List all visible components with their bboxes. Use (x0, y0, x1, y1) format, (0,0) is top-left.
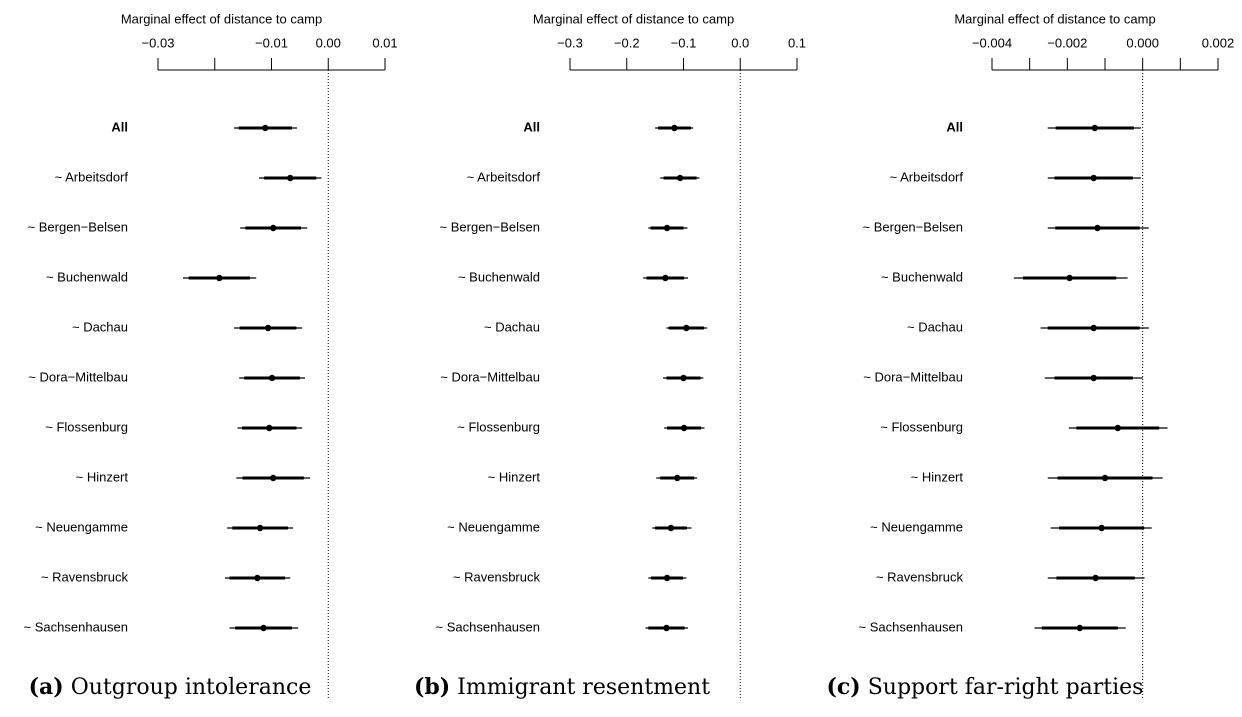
tick-label: 0.1 (788, 35, 806, 50)
tick-label: 0.0 (731, 35, 749, 50)
point-estimate (671, 124, 678, 132)
category-label: ~ Flossenburg (457, 419, 540, 434)
point-estimate (680, 424, 688, 432)
category-label: ~ Buchenwald (458, 269, 540, 284)
category-label: ~ Bergen−Belsen (440, 219, 540, 234)
category-label: ~ Dachau (907, 319, 963, 334)
tick-label: 0.00 (316, 35, 341, 50)
category-label: ~ Arbeitsdorf (467, 169, 541, 184)
category-label: All (111, 119, 128, 134)
point-estimate (663, 624, 670, 632)
category-label: ~ Dachau (484, 319, 540, 334)
category-label: ~ Hinzert (76, 469, 129, 484)
axis-title: Marginal effect of distance to camp (533, 11, 734, 26)
category-label: ~ Neuengamme (447, 519, 540, 534)
point-estimate (683, 324, 690, 332)
point-estimate (676, 174, 684, 182)
point-estimate (287, 174, 294, 182)
category-label: ~ Sachsenhausen (24, 619, 128, 634)
point-estimate (667, 524, 675, 532)
tick-label: −0.004 (972, 35, 1012, 50)
point-estimate (1092, 574, 1099, 582)
panel: Marginal effect of distance to camp −0.3 −… (414, 11, 806, 700)
tick-label: 0.01 (372, 35, 397, 50)
point-estimate (266, 424, 273, 432)
category-label: ~ Arbeitsdorf (890, 169, 964, 184)
category-label: ~ Flossenburg (45, 419, 128, 434)
category-label: ~ Buchenwald (46, 269, 128, 284)
tick-label: −0.2 (614, 35, 640, 50)
category-label: All (523, 119, 540, 134)
category-label: ~ Sachsenhausen (436, 619, 540, 634)
category-label: ~ Buchenwald (881, 269, 963, 284)
category-label: ~ Ravensbruck (41, 569, 129, 584)
point-estimate (270, 224, 277, 232)
caption-text: Immigrant resentment (457, 675, 710, 700)
point-estimate (270, 474, 277, 482)
point-estimate (1066, 274, 1073, 282)
category-label: ~ Hinzert (488, 469, 541, 484)
panel: Marginal effect of distance to camp −0.03… (24, 11, 398, 700)
category-label: All (946, 119, 963, 134)
point-estimate (663, 224, 671, 232)
point-estimate (674, 474, 681, 482)
category-label: ~ Flossenburg (880, 419, 963, 434)
tick-label: −0.3 (557, 35, 583, 50)
point-estimate (1101, 474, 1109, 482)
category-label: ~ Neuengamme (870, 519, 963, 534)
caption: (b) Immigrant resentment (414, 674, 710, 700)
point-estimate (260, 624, 267, 632)
category-label: ~ Ravensbruck (453, 569, 541, 584)
point-estimate (662, 274, 669, 282)
tick-label: 0.002 (1202, 35, 1235, 50)
caption-label: (c) (827, 674, 861, 700)
point-estimate (1114, 424, 1122, 432)
point-estimate (216, 274, 223, 282)
caption-text: Outgroup intolerance (71, 675, 312, 700)
panel: Marginal effect of distance to camp −0.00… (827, 11, 1235, 700)
axis-title: Marginal effect of distance to camp (121, 11, 322, 26)
category-label: ~ Sachsenhausen (859, 619, 963, 634)
point-estimate (1098, 524, 1105, 532)
point-estimate (680, 374, 687, 382)
tick-label: −0.002 (1047, 35, 1087, 50)
point-estimate (1094, 224, 1101, 232)
caption: (c) Support far-right parties (827, 674, 1144, 700)
tick-label: −0.03 (142, 35, 175, 50)
category-label: ~ Dora−Mittelbau (440, 369, 540, 384)
category-label: ~ Dora−Mittelbau (863, 369, 963, 384)
point-estimate (1090, 324, 1097, 332)
category-label: ~ Hinzert (911, 469, 964, 484)
category-label: ~ Neuengamme (35, 519, 128, 534)
category-label: ~ Bergen−Belsen (28, 219, 128, 234)
category-label: ~ Dachau (72, 319, 128, 334)
point-estimate (264, 324, 272, 332)
category-label: ~ Bergen−Belsen (863, 219, 963, 234)
point-estimate (1091, 124, 1099, 132)
point-estimate (268, 374, 276, 382)
point-estimate (1090, 374, 1097, 382)
caption-text: Support far-right parties (868, 675, 1144, 700)
category-label: ~ Ravensbruck (876, 569, 964, 584)
category-label: ~ Arbeitsdorf (55, 169, 129, 184)
point-estimate (1076, 624, 1083, 632)
point-estimate (256, 524, 264, 532)
tick-label: −0.1 (671, 35, 697, 50)
caption-label: (a) (29, 674, 64, 700)
tick-label: 0.000 (1126, 35, 1159, 50)
category-label: ~ Dora−Mittelbau (28, 369, 128, 384)
tick-label: −0.01 (255, 35, 288, 50)
axis-title: Marginal effect of distance to camp (954, 11, 1155, 26)
point-estimate (663, 574, 671, 582)
point-estimate (1090, 174, 1097, 182)
caption-label: (b) (414, 674, 450, 700)
point-estimate (254, 574, 261, 582)
point-estimate (262, 124, 269, 132)
caption: (a) Outgroup intolerance (29, 674, 312, 700)
